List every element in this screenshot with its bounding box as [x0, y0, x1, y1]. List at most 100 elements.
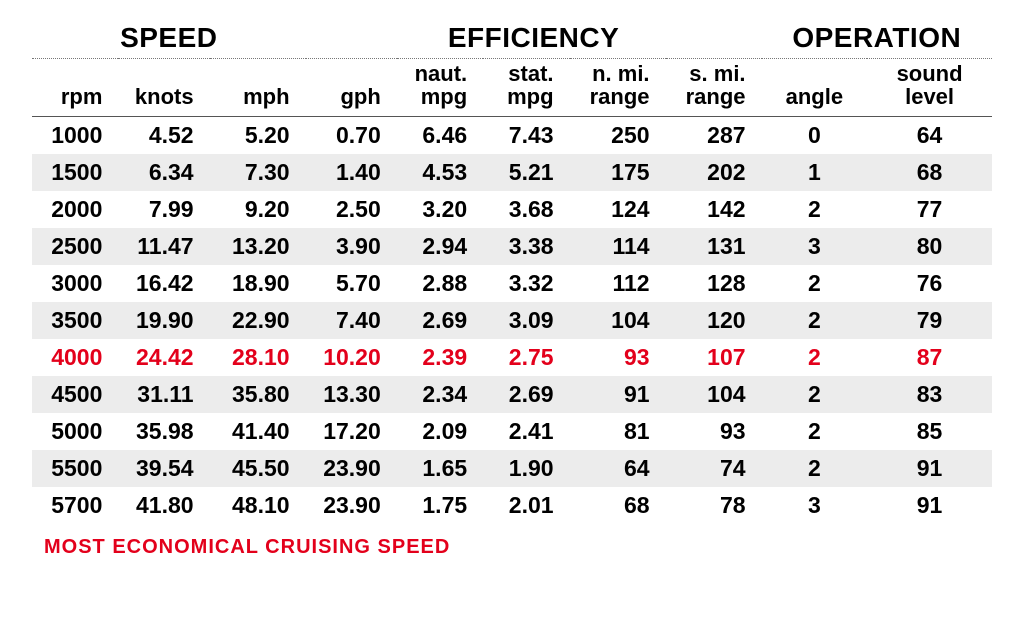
- col-header-label-rpm: rpm: [61, 84, 103, 109]
- table-row: 400024.4228.1010.202.392.7593107287: [32, 339, 992, 376]
- cell-snd: 91: [867, 487, 992, 524]
- cell-knots: 11.47: [118, 228, 209, 265]
- cell-smpg: 3.09: [483, 302, 569, 339]
- table-row: 350019.9022.907.402.693.09104120279: [32, 302, 992, 339]
- cell-gph: 2.50: [306, 191, 397, 228]
- group-header-operation: OPERATION: [762, 20, 992, 59]
- cell-knots: 4.52: [118, 117, 209, 155]
- cell-gph: 23.90: [306, 487, 397, 524]
- col-header-label-smpg: mpg: [507, 84, 553, 109]
- col-header-label-snd: level: [905, 84, 954, 109]
- cell-ang: 2: [762, 339, 868, 376]
- cell-mph: 5.20: [210, 117, 306, 155]
- cell-nrng: 68: [570, 487, 666, 524]
- cell-gph: 1.40: [306, 154, 397, 191]
- cell-snd: 87: [867, 339, 992, 376]
- cell-ang: 1: [762, 154, 868, 191]
- cell-srng: 202: [666, 154, 762, 191]
- cell-mph: 45.50: [210, 450, 306, 487]
- cell-smpg: 2.75: [483, 339, 569, 376]
- cell-knots: 31.11: [118, 376, 209, 413]
- cell-knots: 19.90: [118, 302, 209, 339]
- col-header-top-snd: sound: [897, 61, 963, 86]
- cell-srng: 78: [666, 487, 762, 524]
- cell-gph: 3.90: [306, 228, 397, 265]
- col-header-top-srng: s. mi.: [689, 61, 745, 86]
- cell-mph: 41.40: [210, 413, 306, 450]
- cell-knots: 6.34: [118, 154, 209, 191]
- cell-nrng: 104: [570, 302, 666, 339]
- cell-nrng: 175: [570, 154, 666, 191]
- cell-nrng: 91: [570, 376, 666, 413]
- footnote: MOST ECONOMICAL CRUISING SPEED: [32, 524, 992, 559]
- cell-nmpg: 4.53: [397, 154, 483, 191]
- cell-smpg: 7.43: [483, 117, 569, 155]
- cell-snd: 77: [867, 191, 992, 228]
- col-header-top-nrng: n. mi.: [592, 61, 649, 86]
- col-header-mph: mph: [210, 59, 306, 117]
- cell-snd: 85: [867, 413, 992, 450]
- cell-ang: 2: [762, 376, 868, 413]
- cell-knots: 16.42: [118, 265, 209, 302]
- cell-mph: 7.30: [210, 154, 306, 191]
- table-body: 10004.525.200.706.467.4325028706415006.3…: [32, 117, 992, 525]
- cell-rpm: 2000: [32, 191, 118, 228]
- cell-nmpg: 2.88: [397, 265, 483, 302]
- cell-mph: 48.10: [210, 487, 306, 524]
- cell-nmpg: 2.09: [397, 413, 483, 450]
- table-row: 570041.8048.1023.901.752.016878391: [32, 487, 992, 524]
- table-row: 15006.347.301.404.535.21175202168: [32, 154, 992, 191]
- cell-snd: 64: [867, 117, 992, 155]
- cell-mph: 9.20: [210, 191, 306, 228]
- cell-smpg: 2.01: [483, 487, 569, 524]
- cell-gph: 5.70: [306, 265, 397, 302]
- table-row: 20007.999.202.503.203.68124142277: [32, 191, 992, 228]
- cell-knots: 24.42: [118, 339, 209, 376]
- cell-knots: 41.80: [118, 487, 209, 524]
- cell-rpm: 3000: [32, 265, 118, 302]
- col-header-label-gph: gph: [340, 84, 380, 109]
- cell-mph: 22.90: [210, 302, 306, 339]
- cell-srng: 93: [666, 413, 762, 450]
- cell-rpm: 3500: [32, 302, 118, 339]
- cell-srng: 287: [666, 117, 762, 155]
- cell-gph: 0.70: [306, 117, 397, 155]
- cell-smpg: 3.32: [483, 265, 569, 302]
- col-header-rpm: rpm: [32, 59, 118, 117]
- table-head: SPEED EFFICIENCY OPERATION rpm knotsmph gp…: [32, 20, 992, 117]
- cell-rpm: 1500: [32, 154, 118, 191]
- cell-rpm: 4500: [32, 376, 118, 413]
- group-header-speed: SPEED: [32, 20, 306, 59]
- column-header-row: rpmknotsmphgphnaut.mpgstat.mpgn. mi.rang…: [32, 59, 992, 117]
- cell-nrng: 114: [570, 228, 666, 265]
- cell-ang: 2: [762, 413, 868, 450]
- cell-knots: 7.99: [118, 191, 209, 228]
- cell-ang: 2: [762, 450, 868, 487]
- cell-nmpg: 2.69: [397, 302, 483, 339]
- cell-smpg: 5.21: [483, 154, 569, 191]
- cell-snd: 91: [867, 450, 992, 487]
- cell-nmpg: 2.39: [397, 339, 483, 376]
- col-header-top-smpg: stat.: [508, 61, 553, 86]
- cell-rpm: 4000: [32, 339, 118, 376]
- col-header-label-nmpg: mpg: [421, 84, 467, 109]
- cell-nmpg: 2.34: [397, 376, 483, 413]
- col-header-smpg: stat.mpg: [483, 59, 569, 117]
- cell-mph: 13.20: [210, 228, 306, 265]
- cell-mph: 18.90: [210, 265, 306, 302]
- cell-ang: 3: [762, 487, 868, 524]
- cell-rpm: 5700: [32, 487, 118, 524]
- cell-snd: 83: [867, 376, 992, 413]
- col-header-snd: soundlevel: [867, 59, 992, 117]
- cell-smpg: 3.68: [483, 191, 569, 228]
- cell-nmpg: 2.94: [397, 228, 483, 265]
- cell-rpm: 1000: [32, 117, 118, 155]
- group-header-row: SPEED EFFICIENCY OPERATION: [32, 20, 992, 59]
- cell-rpm: 5500: [32, 450, 118, 487]
- cell-smpg: 1.90: [483, 450, 569, 487]
- col-header-knots: knots: [118, 59, 209, 117]
- cell-srng: 128: [666, 265, 762, 302]
- cell-snd: 76: [867, 265, 992, 302]
- cell-ang: 2: [762, 191, 868, 228]
- table-row: 10004.525.200.706.467.43250287064: [32, 117, 992, 155]
